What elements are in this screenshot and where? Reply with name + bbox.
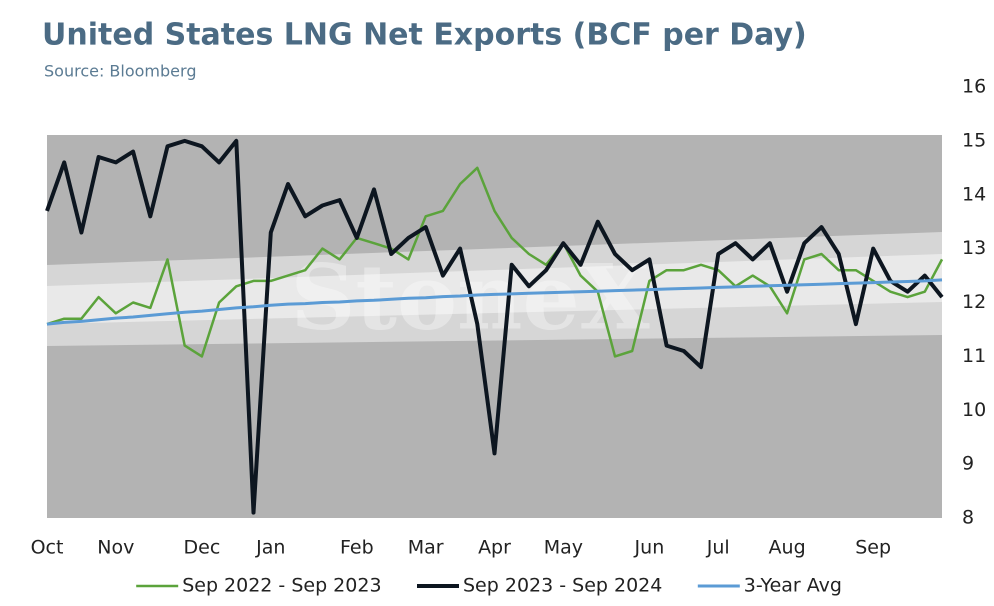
y-tick-label: 9: [962, 453, 974, 475]
y-tick-label: 12: [962, 291, 986, 313]
x-tick-label: Oct: [31, 537, 64, 559]
x-tick-label: Apr: [478, 537, 511, 559]
legend-label: Sep 2023 - Sep 2024: [463, 575, 662, 597]
legend-label: 3-Year Avg: [744, 575, 842, 597]
x-tick-label: Jul: [706, 537, 730, 559]
chart-title: United States LNG Net Exports (BCF per D…: [42, 18, 807, 53]
series-line: [46, 166, 944, 358]
x-tick-label: Aug: [769, 537, 806, 559]
x-tick-label: Sep: [855, 537, 891, 559]
x-tick-label: Jun: [634, 537, 665, 559]
y-tick-label: 16: [962, 76, 986, 98]
y-tick-label: 11: [962, 345, 986, 367]
chart-subtitle: Source: Bloomberg: [44, 62, 196, 81]
y-tick-label: 15: [962, 129, 986, 151]
series-line: [46, 278, 943, 326]
y-tick-label: 10: [962, 399, 986, 421]
y-tick-label: 14: [962, 183, 986, 205]
x-tick-label: May: [544, 537, 583, 559]
x-tick-label: Nov: [97, 537, 134, 559]
x-tick-label: Mar: [408, 537, 444, 559]
y-tick-label: 8: [962, 507, 974, 529]
x-tick-label: Dec: [184, 537, 221, 559]
legend-label: Sep 2022 - Sep 2023: [182, 575, 381, 597]
series-line: [45, 138, 944, 515]
x-tick-label: Feb: [340, 537, 374, 559]
x-tick-label: Jan: [255, 537, 285, 559]
y-tick-label: 13: [962, 237, 986, 259]
